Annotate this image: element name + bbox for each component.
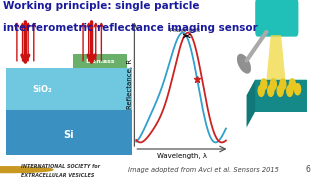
Bar <box>6 110 132 154</box>
Y-axis label: Reflectance, R: Reflectance, R <box>127 59 133 109</box>
Polygon shape <box>247 80 307 96</box>
Circle shape <box>287 85 293 96</box>
Bar <box>73 54 127 69</box>
Text: 6: 6 <box>306 165 310 174</box>
Circle shape <box>277 85 283 96</box>
Ellipse shape <box>237 54 251 74</box>
Polygon shape <box>255 80 307 111</box>
X-axis label: Wavelength, λ: Wavelength, λ <box>157 153 207 159</box>
Text: EXTRACELLULAR VESICLES: EXTRACELLULAR VESICLES <box>21 173 94 177</box>
Circle shape <box>261 79 267 90</box>
Text: Image adopted from Avci et al. Sensors 2015: Image adopted from Avci et al. Sensors 2… <box>128 167 279 173</box>
Bar <box>6 69 132 110</box>
Text: Biomass: Biomass <box>85 59 115 64</box>
Text: Working principle: single particle: Working principle: single particle <box>3 1 200 11</box>
Text: Phase shift: Phase shift <box>170 28 200 33</box>
Text: INTERNATIONAL SOCIETY for: INTERNATIONAL SOCIETY for <box>21 164 100 169</box>
Circle shape <box>268 85 274 96</box>
Polygon shape <box>267 35 285 80</box>
Circle shape <box>294 84 300 95</box>
Circle shape <box>258 85 264 96</box>
Text: interferometric reflectance imaging sensor: interferometric reflectance imaging sens… <box>3 23 258 33</box>
Text: SiO₂: SiO₂ <box>32 85 52 94</box>
Text: Si: Si <box>64 130 74 140</box>
Circle shape <box>270 79 276 90</box>
Circle shape <box>289 79 295 90</box>
Polygon shape <box>247 80 255 127</box>
Circle shape <box>280 79 286 90</box>
FancyBboxPatch shape <box>255 0 298 37</box>
Circle shape <box>0 167 53 173</box>
